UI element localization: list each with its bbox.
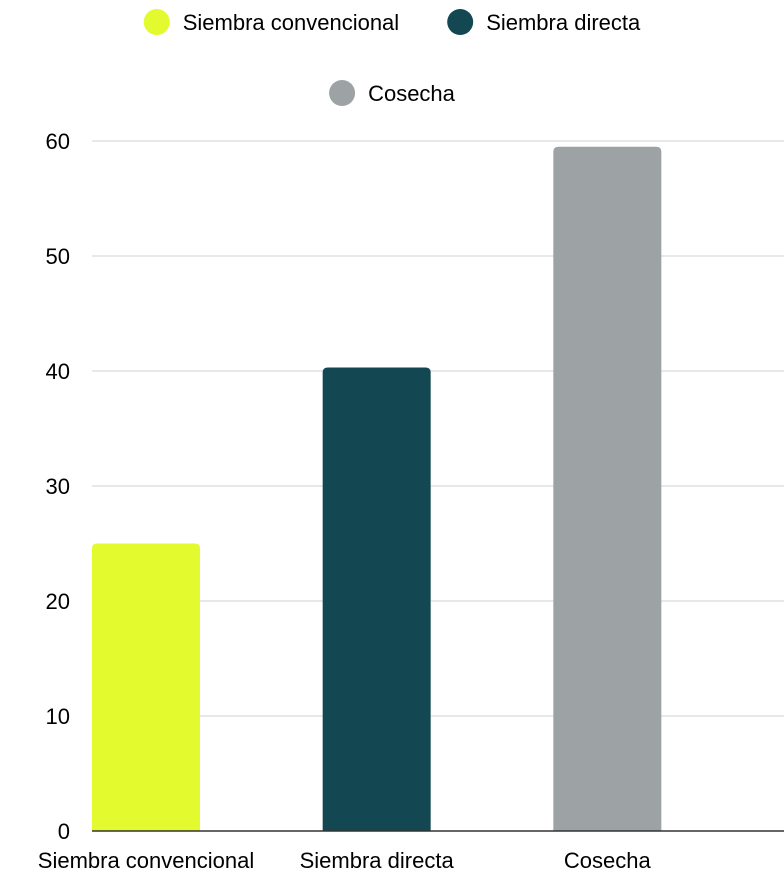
- gridlines: [92, 140, 784, 717]
- x-axis-tick-labels: Siembra convencional Siembra directa Cosec…: [38, 848, 652, 873]
- y-tick-label: 30: [46, 474, 70, 499]
- bar-cosecha: [553, 146, 662, 831]
- bar-siembra-convencional: [92, 543, 200, 831]
- y-tick-label: 0: [58, 819, 70, 844]
- legend-marker-siembra-convencional: [143, 9, 170, 35]
- y-tick-label: 50: [46, 244, 70, 269]
- legend-marker-cosecha: [329, 80, 356, 106]
- y-tick-label: 10: [46, 704, 70, 729]
- bars: [92, 146, 662, 831]
- x-tick-label: Cosecha: [564, 848, 652, 873]
- y-tick-label: 20: [46, 589, 70, 614]
- y-tick-label: 60: [46, 129, 70, 154]
- y-tick-label: 40: [46, 359, 70, 384]
- legend: Siembra convencional Siembra directa Cosec…: [143, 9, 641, 106]
- x-tick-label: Siembra convencional: [38, 848, 254, 873]
- legend-label-siembra-directa: Siembra directa: [486, 10, 641, 35]
- legend-marker-siembra-directa: [447, 9, 474, 35]
- legend-label-cosecha: Cosecha: [368, 81, 456, 106]
- legend-label-siembra-convencional: Siembra convencional: [183, 10, 399, 35]
- bar-siembra-directa: [322, 367, 431, 831]
- x-tick-label: Siembra directa: [300, 848, 455, 873]
- y-axis-tick-labels: 0 10 20 30 40 50 60: [46, 129, 70, 844]
